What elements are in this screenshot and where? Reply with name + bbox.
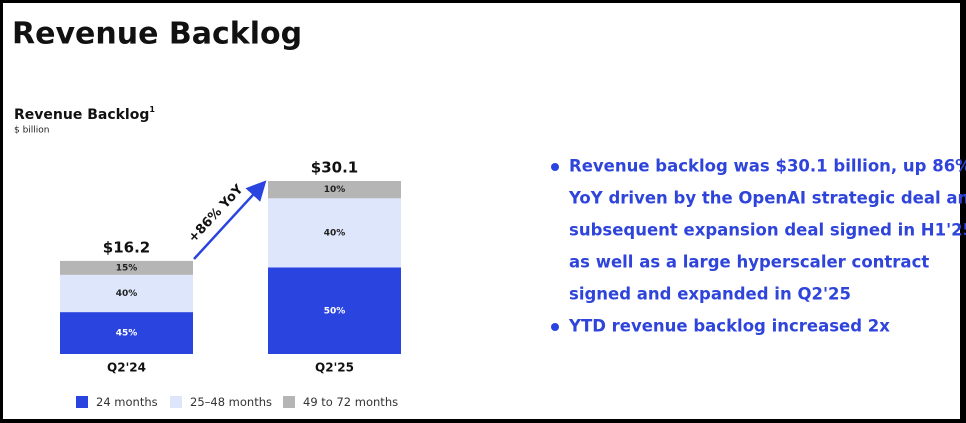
bullet-text: Revenue backlog was $30.1 billion, up 86… [569,157,966,176]
segment-label: 45% [116,329,138,339]
legend-swatch [76,396,88,408]
bar-segment [268,198,401,268]
bullet-text: YTD revenue backlog increased 2x [568,317,890,336]
legend-label: 25–48 months [190,395,272,409]
category-label: Q2'24 [107,361,146,375]
category-label: Q2'25 [315,361,354,375]
footnote-mark: 1 [149,105,155,114]
segment-label: 50% [324,306,346,316]
bullet-text: signed and expanded in Q2'25 [569,285,851,304]
bullet-dot [551,323,559,331]
bullet-text: subsequent expansion deal signed in H1'2… [569,221,966,240]
total-label: $30.1 [311,159,358,177]
bar-segment [60,312,193,354]
chart-subtitle: $ billion [14,126,50,136]
growth-arrow [193,180,267,260]
page-title: Revenue Backlog [12,17,302,52]
segment-label: 40% [116,289,138,299]
segment-label: 10% [324,185,346,195]
bar-segment [60,260,193,275]
legend-label: 49 to 72 months [303,395,398,409]
chart-title-text: Revenue Backlog [14,107,149,123]
bar-segment [60,274,193,313]
total-label: $16.2 [103,238,150,256]
slide-background [3,3,960,419]
bullet-text: YoY driven by the OpenAI strategic deal … [568,189,966,208]
chart-title: Revenue Backlog1 [14,105,155,124]
legend-label: 24 months [96,395,158,409]
bullet-dot [551,163,559,171]
legend-swatch [170,396,182,408]
bar-segment [268,267,401,354]
segment-label: 15% [116,263,138,273]
legend-swatch [283,396,295,408]
bar-segment [268,181,401,199]
bullet-text: as well as a large hyperscaler contract [569,253,929,272]
segment-label: 40% [324,228,346,238]
